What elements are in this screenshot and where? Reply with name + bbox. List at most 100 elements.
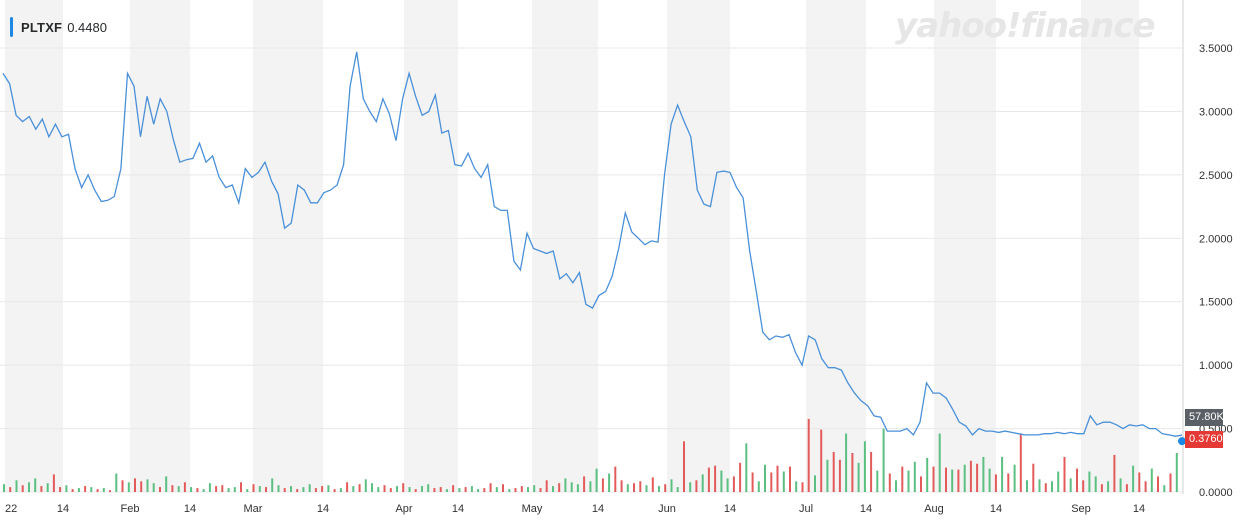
volume-bar [177, 486, 180, 492]
volume-bar [945, 467, 947, 492]
volume-bar [1082, 480, 1085, 492]
volume-bar [377, 487, 380, 492]
volume-bar [1175, 453, 1178, 492]
volume-bar [1157, 476, 1159, 492]
volume-bar [583, 476, 586, 492]
volume-bar [701, 474, 704, 492]
volume-bar [508, 489, 511, 492]
volume-bar [283, 488, 286, 492]
volume-bar [1100, 484, 1103, 492]
volume-bar [963, 464, 966, 492]
volume-bar [726, 478, 729, 492]
month-band [934, 0, 996, 492]
volume-bar [227, 488, 230, 492]
volume-bar [670, 479, 673, 492]
volume-bar [969, 460, 972, 492]
volume-bar [601, 478, 604, 492]
x-tick-label: Mar [244, 503, 263, 515]
volume-bar [951, 469, 954, 492]
volume-bar [757, 481, 760, 492]
volume-bar [920, 476, 922, 492]
volume-bar [34, 478, 37, 492]
volume-bar [626, 484, 629, 492]
volume-bar [814, 475, 816, 492]
volume-bar [739, 462, 742, 493]
y-tick-label: 2.0000 [1199, 233, 1233, 245]
volume-bar [71, 489, 74, 492]
month-band [1081, 0, 1139, 492]
volume-bar [333, 489, 336, 492]
volume-bar [159, 487, 161, 492]
volume-bar [1163, 485, 1166, 492]
volume-bar [589, 481, 592, 492]
volume-bar [801, 482, 804, 493]
x-tick-label: Aug [924, 503, 944, 515]
volume-bar [676, 487, 679, 492]
volume-bar [77, 488, 80, 492]
volume-bar [495, 487, 498, 492]
x-tick-label: 14 [317, 503, 329, 515]
volume-bar [888, 473, 891, 492]
volume-bar [695, 480, 698, 492]
month-band [130, 0, 190, 492]
ticker-legend[interactable]: PLTXF 0.4480 [10, 16, 107, 38]
volume-bar [838, 459, 841, 492]
volume-bar [608, 473, 611, 492]
volume-bar [59, 487, 62, 492]
volume-bar [907, 470, 910, 493]
volume-bar [614, 466, 617, 492]
volume-bar [982, 456, 985, 492]
volume-bar [152, 483, 155, 492]
volume-bar [1057, 471, 1060, 492]
volume-bar [1069, 478, 1072, 492]
volume-bar [545, 480, 548, 492]
volume-bar [96, 489, 99, 492]
volume-bar [876, 470, 879, 493]
volume-bar [520, 486, 523, 492]
y-tick-label: 2.5000 [1199, 170, 1233, 182]
volume-bar [620, 480, 623, 492]
month-band [404, 0, 458, 492]
volume-bar [90, 487, 93, 492]
volume-bar [427, 484, 430, 492]
volume-bar [1138, 472, 1141, 492]
volume-bar [321, 486, 324, 492]
volume-bar [689, 482, 692, 493]
volume-bar [252, 484, 255, 492]
volume-bar [664, 484, 667, 492]
volume-bar [558, 483, 561, 492]
volume-bar [483, 488, 486, 492]
volume-bar [533, 485, 536, 492]
x-tick-label: 14 [452, 503, 464, 515]
volume-bar [639, 481, 642, 492]
volume-bar [208, 483, 211, 492]
month-band [806, 0, 866, 492]
y-tick-label: 3.0000 [1199, 106, 1233, 118]
x-tick-label: May [522, 503, 543, 515]
y-tick-label: 3.5000 [1199, 43, 1233, 55]
volume-bar [452, 485, 455, 492]
ticker-price: 0.4480 [67, 19, 107, 35]
volume-bar [402, 483, 405, 492]
volume-bar [514, 488, 517, 492]
volume-bar [190, 487, 193, 492]
volume-bar [745, 443, 748, 493]
volume-bar [1013, 464, 1016, 492]
x-tick-label: 22 [5, 503, 17, 515]
volume-bar [913, 461, 916, 492]
volume-bar [171, 485, 174, 492]
volume-bar [1026, 480, 1028, 492]
volume-bar [882, 428, 885, 492]
volume-bar [751, 472, 754, 492]
volume-bar [327, 485, 330, 492]
volume-bar [863, 441, 866, 492]
last-price-dot [1178, 437, 1186, 446]
volume-bar [21, 485, 24, 492]
volume-bar [140, 481, 143, 492]
x-tick-label: 14 [1133, 503, 1145, 515]
x-tick-label: 14 [860, 503, 872, 515]
month-bands [5, 0, 1139, 492]
volume-bar [196, 488, 199, 492]
x-tick-label: 14 [184, 503, 196, 515]
x-axis-ticks: 22 14 Feb 14 Mar 14 Apr 14 May 14 Jun 14 Jul 14 Aug 14 S… [5, 503, 1145, 515]
